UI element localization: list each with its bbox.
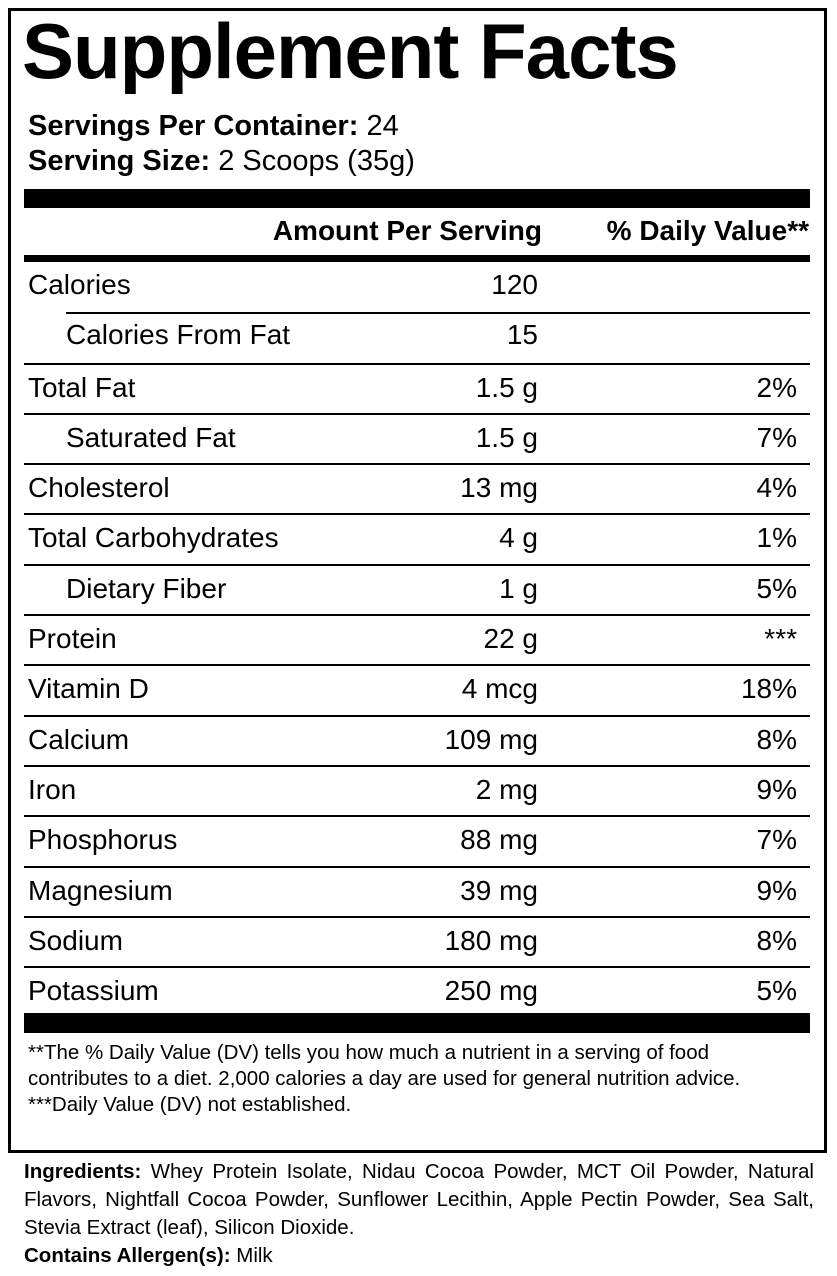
table-row: Calories From Fat 15: [24, 312, 810, 362]
nutrient-daily-value: 9%: [756, 773, 797, 805]
allergens-text: Milk: [236, 1244, 273, 1267]
nutrient-amount: 39 mg: [460, 874, 538, 906]
nutrient-name: Magnesium: [28, 874, 173, 906]
nutrient-daily-value: 8%: [756, 924, 797, 956]
table-row: Saturated Fat 1.5 g 7%: [24, 412, 810, 463]
ingredients-section: Ingredients: Whey Protein Isolate, Nidau…: [24, 1158, 814, 1270]
nutrient-name: Phosphorus: [28, 824, 178, 856]
nutrient-daily-value: 18%: [740, 673, 797, 705]
table-row: Calcium 109 mg 8%: [24, 714, 810, 765]
allergens-label: Contains Allergen(s):: [24, 1244, 231, 1267]
table-row: Total Carbohydrates 4 g 1%: [24, 513, 810, 563]
nutrient-amount: 88 mg: [460, 824, 538, 856]
nutrient-name: Potassium: [28, 975, 159, 1007]
table-row: Total Fat 1.5 g 2%: [24, 362, 810, 413]
nutrient-name: Calories From Fat: [66, 319, 291, 351]
nutrient-amount: 1.5 g: [475, 421, 538, 453]
nutrient-name: Sodium: [28, 924, 123, 956]
nutrient-name: Protein: [28, 623, 117, 655]
table-row: Phosphorus 88 mg 7%: [24, 815, 810, 865]
table-row: Sodium 180 mg 8%: [24, 915, 810, 966]
nutrient-daily-value: 8%: [756, 723, 797, 755]
nutrient-name: Cholesterol: [28, 472, 170, 504]
table-row: Calories 120: [24, 262, 810, 312]
serving-size-value: 2 Scoops (35g): [218, 145, 415, 177]
nutrient-daily-value: 4%: [756, 472, 797, 504]
table-row: Cholesterol 13 mg 4%: [24, 463, 810, 513]
ingredients-label: Ingredients:: [24, 1160, 142, 1183]
amount-per-serving-header: Amount Per Serving: [272, 215, 542, 246]
table-row: Protein 22 g ***: [24, 614, 810, 664]
nutrient-amount: 1.5 g: [475, 371, 538, 403]
nutrient-daily-value: 5%: [756, 975, 797, 1007]
thick-divider-bottom: [24, 1013, 810, 1033]
nutrient-name: Calories: [28, 269, 131, 300]
nutrient-name: Saturated Fat: [66, 421, 236, 453]
table-row: Potassium 250 mg 5%: [24, 966, 810, 1016]
nutrient-daily-value: ***: [764, 623, 797, 655]
nutrient-name: Total Fat: [28, 371, 136, 403]
nutrient-name: Calcium: [28, 723, 130, 755]
supplement-facts-panel: [8, 8, 827, 1153]
nutrient-name: Vitamin D: [28, 673, 149, 705]
nutrient-amount: 13 mg: [460, 472, 538, 504]
panel-title: Supplement Facts: [22, 7, 679, 95]
nutrient-amount: 15: [506, 319, 538, 351]
servings-label: Servings Per Container:: [28, 110, 359, 142]
servings-per-container: Servings Per Container: 24: [28, 112, 399, 141]
table-row: Dietary Fiber 1 g 5%: [24, 563, 810, 614]
nutrient-daily-value: 5%: [756, 572, 797, 604]
nutrient-amount: 109 mg: [444, 723, 538, 755]
nutrient-table: Calories 120 Calories From Fat 15 Total Fat 1…: [24, 262, 810, 1016]
nutrient-name: Iron: [28, 773, 77, 805]
serving-size-label: Serving Size:: [28, 145, 211, 177]
nutrient-amount: 2 mg: [475, 773, 538, 805]
footnotes: **The % Daily Value (DV) tells you how m…: [28, 1040, 808, 1118]
servings-value: 24: [366, 110, 399, 142]
table-row: Iron 2 mg 9%: [24, 764, 810, 815]
nutrient-amount: 120: [491, 269, 538, 300]
not-established-footnote: ***Daily Value (DV) not established.: [28, 1093, 352, 1116]
serving-size: Serving Size: 2 Scoops (35g): [28, 147, 415, 176]
nutrient-amount: 180 mg: [444, 924, 538, 956]
nutrient-amount: 4 mcg: [461, 673, 538, 705]
nutrient-daily-value: 7%: [756, 824, 797, 856]
table-row: Vitamin D 4 mcg 18%: [24, 664, 810, 714]
header-divider: [24, 255, 810, 262]
daily-value-header: % Daily Value**: [606, 215, 809, 246]
nutrient-amount: 22 g: [483, 623, 539, 655]
nutrient-daily-value: 1%: [756, 522, 797, 554]
nutrient-name: Dietary Fiber: [66, 572, 227, 604]
thick-divider: [24, 189, 810, 208]
nutrient-daily-value: 7%: [756, 421, 797, 453]
nutrient-name: Total Carbohydrates: [28, 522, 279, 554]
ingredients-text: Whey Protein Isolate, Nidau Cocoa Powder…: [24, 1160, 814, 1239]
daily-value-footnote: **The % Daily Value (DV) tells you how m…: [28, 1041, 741, 1090]
nutrient-amount: 250 mg: [444, 975, 538, 1007]
nutrient-amount: 1 g: [499, 572, 538, 604]
nutrient-amount: 4 g: [499, 522, 538, 554]
table-row: Magnesium 39 mg 9%: [24, 865, 810, 916]
nutrient-daily-value: 2%: [756, 371, 797, 403]
nutrient-daily-value: 9%: [756, 874, 797, 906]
